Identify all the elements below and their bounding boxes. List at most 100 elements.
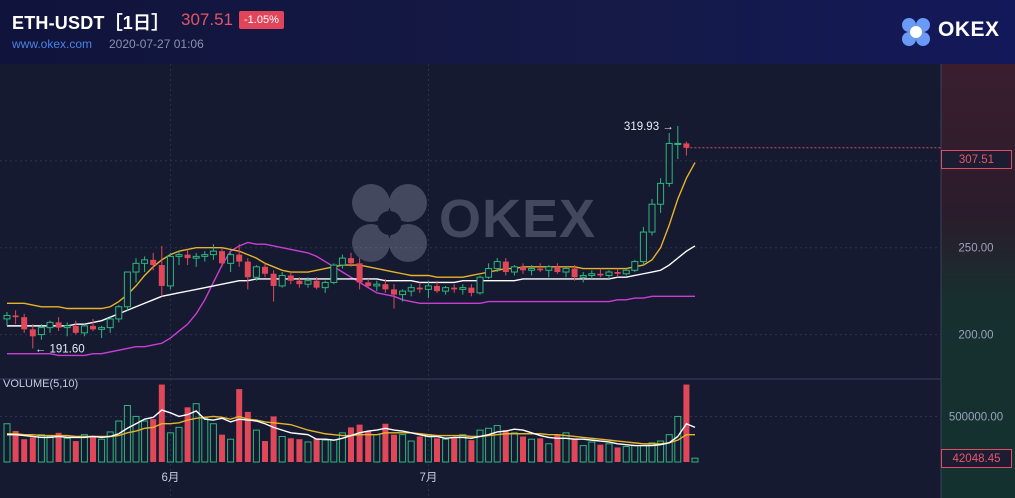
candle [554,263,561,274]
candle [373,280,381,292]
volume-bar [141,420,149,463]
candle [201,251,209,262]
candle [520,263,526,274]
okex-logo[interactable]: OKEX [899,15,999,49]
site-link[interactable]: www.okex.com [12,37,93,51]
candle-body [201,254,209,257]
volume-bar [537,438,544,462]
candle [90,318,96,332]
timestamp: 2020-07-27 01:06 [109,37,204,51]
volume-bar [391,434,397,462]
candle [476,275,484,295]
volume-bar [399,434,407,463]
okex-logo-icon [902,18,930,46]
volume-bar [80,434,88,463]
candle [21,313,28,333]
candle [304,277,312,288]
candle [12,310,19,325]
candle [588,270,596,279]
volume-bar [382,423,389,462]
candle [150,252,157,271]
candle [442,285,450,295]
volume-bar [304,441,312,463]
candle [106,317,114,333]
volume-bar [55,432,62,462]
volume-bar [459,434,467,463]
candle [192,252,200,267]
volume-ma-lines [7,409,696,447]
price-axis-panel [941,64,1015,498]
volume-bar [106,431,114,463]
candle-body [424,285,432,290]
candle [252,265,260,281]
last-price: 307.51 [181,10,233,29]
candle [674,126,682,160]
boll-lower-line [7,241,695,357]
candle [485,263,493,279]
candle [407,284,415,297]
candle-body [605,271,613,276]
candle-body [571,268,578,278]
volume-bar [597,444,604,462]
candle [348,252,354,267]
candle [382,278,389,293]
volume-bar [313,438,320,462]
volume-bar [219,434,225,462]
candle-body [391,289,397,295]
volume-bar [287,438,294,462]
candle [597,268,604,278]
candle-body [434,285,440,292]
volume-bar [571,438,578,462]
volume-bar [657,440,665,463]
candle-body [270,273,277,286]
candle [562,266,570,278]
volume-bar [416,436,423,462]
okex-watermark: OKEX [347,178,597,268]
candle-body [622,269,630,275]
candle-body [150,259,157,266]
candle-body [537,268,544,271]
candle [158,245,165,297]
price-tick-label: 200.00 [958,330,993,342]
candle-body [29,329,36,337]
candlesticks [3,126,690,349]
candle-body [631,261,639,271]
candle [648,199,656,236]
candle-body [80,325,88,334]
candle-body [528,268,536,271]
candle [115,305,123,323]
candle [132,258,140,283]
chart-header: ETH-USDT［1日］ 307.51 -1.05% www.okex.com … [0,0,1015,64]
candle-body [227,254,235,264]
volume-tick-label: 500000.00 [949,411,1003,423]
candle [545,265,553,278]
candle [451,284,458,293]
candle-body [365,282,372,286]
candle-body [158,265,165,286]
volume-bar [365,431,372,462]
volume-bar [485,427,493,463]
volume-bar [166,432,174,463]
volume-bar [434,438,440,462]
candle-body [485,268,493,278]
candle-body [123,271,131,308]
volume-bar [321,439,329,463]
current-volume-tag: 42048.45 [941,449,1012,468]
candle-body [459,287,467,290]
candle [270,270,277,302]
candle-body [132,262,140,273]
candle-body [209,250,217,256]
volume-bar [29,437,36,462]
volume-bar [407,440,415,463]
volume-bar [150,419,157,462]
candle-body [98,327,106,330]
candle-body [356,263,363,283]
candle-body [236,254,243,262]
volume-bar [562,432,570,463]
candle-body [416,287,423,290]
candle-body [278,274,286,287]
candle [356,258,363,290]
candle-body [554,266,561,273]
candle [639,226,647,266]
